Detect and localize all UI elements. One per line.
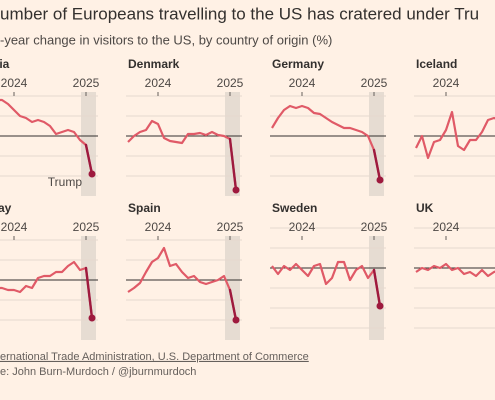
panel-title: Germany xyxy=(272,57,324,71)
source: ernational Trade Administration, U.S. De… xyxy=(0,351,309,363)
panel-title: stria xyxy=(0,57,10,71)
end-point xyxy=(376,302,384,310)
data-line xyxy=(271,104,382,181)
data-line xyxy=(415,110,495,160)
x-tick-label: 2025 xyxy=(217,220,244,234)
panel-title: UK xyxy=(416,201,434,215)
data-line xyxy=(127,246,238,321)
panel: stria 2024 2025 Trump xyxy=(0,57,100,196)
panel-title: Denmark xyxy=(128,57,180,71)
x-tick-label: 2025 xyxy=(73,220,100,234)
final-segment xyxy=(84,266,94,320)
final-segment xyxy=(372,148,382,182)
credit: e: John Burn-Murdoch / @jburnmurdoch xyxy=(0,366,196,378)
end-point xyxy=(88,170,96,178)
final-segment xyxy=(372,268,382,308)
x-tick-label: 2024 xyxy=(289,76,316,90)
chart-subtitle: -year change in visitors to the US, by c… xyxy=(0,32,332,47)
x-tick-label: 2024 xyxy=(433,220,460,234)
panel: rway 2024 2025 xyxy=(0,201,100,340)
final-segment xyxy=(228,137,238,192)
end-point xyxy=(232,186,240,194)
data-line xyxy=(271,260,382,307)
x-tick-label: 2025 xyxy=(73,76,100,90)
panel-title: Sweden xyxy=(272,201,317,215)
data-line xyxy=(0,98,94,175)
panel-title: Iceland xyxy=(416,57,457,71)
end-point xyxy=(88,314,96,322)
panel: Iceland20242025 xyxy=(414,57,495,177)
x-tick-label: 2025 xyxy=(361,76,388,90)
x-tick-label: 2024 xyxy=(145,220,172,234)
end-point xyxy=(376,176,384,184)
chart-title: umber of Europeans travelling to the US … xyxy=(0,4,479,23)
highlight-band xyxy=(369,92,384,196)
final-segment xyxy=(84,143,94,176)
data-line xyxy=(415,262,495,278)
data-line xyxy=(127,119,238,191)
panel: Spain 2024 2025 xyxy=(126,201,244,340)
x-tick-label: 2024 xyxy=(145,76,172,90)
highlight-band xyxy=(225,236,240,340)
x-tick-label: 2025 xyxy=(217,76,244,90)
panel: Denmark 2024 2025 xyxy=(126,57,244,196)
final-segment xyxy=(228,288,238,322)
x-tick-label: 2025 xyxy=(361,220,388,234)
x-tick-label: 2024 xyxy=(289,220,316,234)
end-point xyxy=(232,316,240,324)
x-tick-label: 2024 xyxy=(433,76,460,90)
highlight-band xyxy=(225,92,240,196)
panel-title: rway xyxy=(0,201,12,215)
panel-title: Spain xyxy=(128,201,161,215)
annotation: Trump xyxy=(48,175,83,189)
panels: stria20242025TrumpDenmark20242025Germany… xyxy=(0,57,495,340)
panel: Germany 2024 2025 xyxy=(270,57,388,196)
panel: UK20242025 xyxy=(414,201,495,329)
x-tick-label: 2024 xyxy=(1,220,28,234)
panel: Sweden 2024 2025 xyxy=(270,201,388,340)
x-tick-label: 2024 xyxy=(1,76,28,90)
data-line xyxy=(0,260,94,319)
